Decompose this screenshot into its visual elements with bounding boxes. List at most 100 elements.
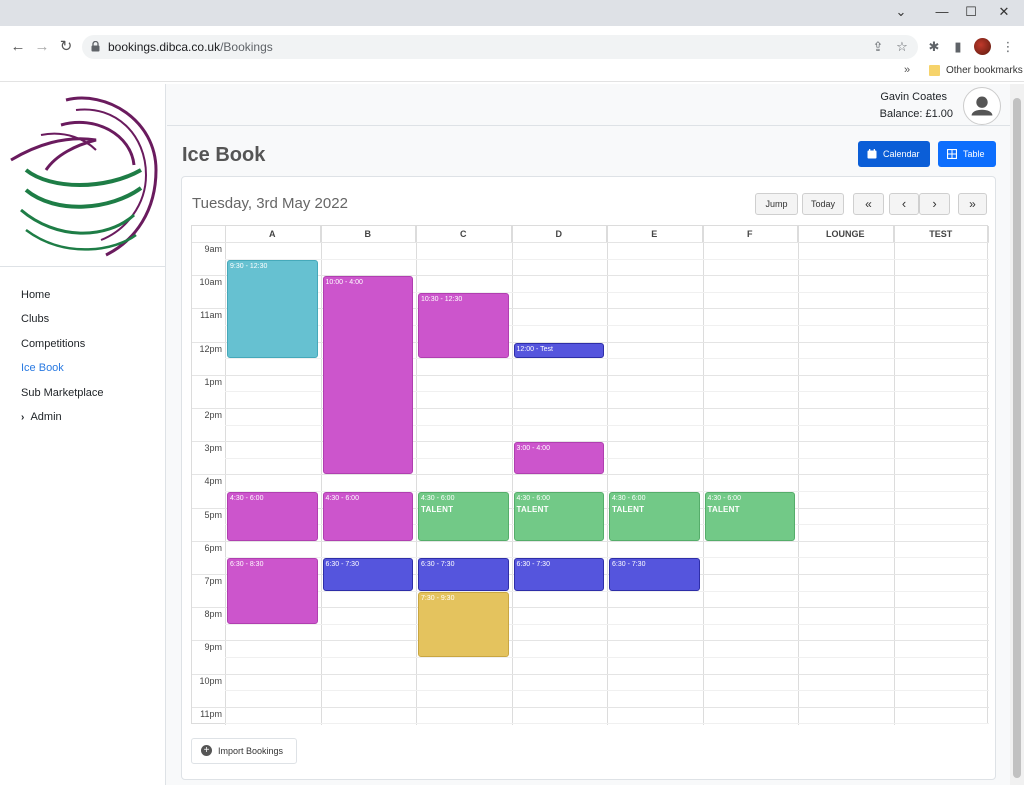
booking-event[interactable]: 4:30 - 6:00 TALENT xyxy=(609,492,700,541)
booking-event[interactable]: 6:30 - 7:30 xyxy=(513,558,604,591)
hour-label: 9pm xyxy=(204,642,222,653)
column-header: TEST xyxy=(894,226,989,242)
hour-line xyxy=(192,341,989,343)
booking-event[interactable]: 6:30 - 7:30 xyxy=(418,558,509,591)
address-bar[interactable]: bookings.dibca.co.uk/Bookings ⇪ ☆ xyxy=(82,35,918,59)
share-icon[interactable]: ⇪ xyxy=(872,39,884,54)
reload-icon[interactable]: ↻ xyxy=(59,38,73,55)
booking-time: 6:30 - 7:30 xyxy=(325,561,359,569)
hour-line xyxy=(192,540,989,542)
half-hour-line xyxy=(225,358,989,360)
url-path: /Bookings xyxy=(220,40,273,54)
hour-label: 6pm xyxy=(204,542,222,553)
prev-week-button[interactable]: « xyxy=(853,193,884,215)
booking-event[interactable]: 4:30 - 6:00 TALENT xyxy=(418,492,509,541)
hour-label: 4pm xyxy=(204,476,222,487)
booking-event[interactable]: 9:30 - 12:30 xyxy=(227,259,318,359)
profile-avatar[interactable] xyxy=(974,38,991,55)
column-header: F xyxy=(703,226,798,242)
sidebar-item-admin[interactable]: › Admin xyxy=(21,411,62,423)
jump-button[interactable]: Jump xyxy=(755,193,798,215)
sidebar-item-competitions[interactable]: Competitions xyxy=(21,338,86,350)
user-balance: Balance: £1.00 xyxy=(879,108,953,120)
maximize-icon[interactable]: ☐ xyxy=(965,4,977,19)
next-week-button[interactable]: » xyxy=(958,193,987,215)
sidebar-item-sub-marketplace[interactable]: Sub Marketplace xyxy=(21,387,104,399)
header-divider xyxy=(192,242,989,243)
calendar-date: Tuesday, 3rd May 2022 xyxy=(192,195,348,212)
sidebar-item-ice-book[interactable]: Ice Book xyxy=(21,362,64,374)
column-header: D xyxy=(512,226,607,242)
booking-event[interactable]: 10:00 - 4:00 xyxy=(322,276,413,475)
hour-label: 9am xyxy=(204,244,222,254)
half-hour-line xyxy=(225,690,989,692)
booking-time: 4:30 - 6:00 xyxy=(421,495,455,502)
booking-event[interactable]: 3:00 - 4:00 xyxy=(513,442,604,475)
booking-event[interactable]: 6:30 - 7:30 xyxy=(609,558,700,591)
prev-day-button[interactable]: ‹ xyxy=(889,193,919,215)
calendar-button[interactable]: Calendar xyxy=(858,141,930,167)
booking-event[interactable]: 4:30 - 6:00 TALENT xyxy=(513,492,604,541)
booking-title: TALENT xyxy=(516,505,549,514)
booking-time: 9:30 - 12:30 xyxy=(230,262,268,270)
booking-time: 4:30 - 6:00 xyxy=(230,495,264,502)
booking-event[interactable]: 10:30 - 12:30 xyxy=(418,292,509,359)
booking-time: 12:00 - Test xyxy=(516,345,553,353)
bookmarks-bar: » Other bookmarks xyxy=(0,62,1024,82)
extensions-icon[interactable]: ✱ xyxy=(928,39,940,54)
sidebar-item-admin-label: Admin xyxy=(30,411,62,423)
side-panel-icon[interactable]: ▮ xyxy=(954,39,962,54)
bookmarks-overflow-icon[interactable]: » xyxy=(904,64,911,76)
time-column-divider xyxy=(225,226,226,725)
star-icon[interactable]: ☆ xyxy=(896,39,908,54)
today-button[interactable]: Today xyxy=(802,193,844,215)
next-day-button[interactable]: › xyxy=(919,193,950,215)
forward-icon[interactable]: → xyxy=(34,38,50,55)
booking-time: 7:30 - 9:30 xyxy=(421,594,455,602)
hour-label: 5pm xyxy=(204,509,222,520)
calendar-card: Tuesday, 3rd May 2022 Jump Today « ‹ › »… xyxy=(181,176,996,780)
sidebar: Home Clubs Competitions Ice Book Sub Mar… xyxy=(0,84,166,785)
booking-time: 4:30 - 6:00 xyxy=(325,495,359,502)
back-icon[interactable]: ← xyxy=(10,38,26,55)
table-button-label: Table xyxy=(963,149,985,159)
sidebar-item-home[interactable]: Home xyxy=(21,289,51,301)
calendar-grid: A B C D E F LOUNGE TEST 9am 10am 11am 12pm 1pm 2pm 3pm… xyxy=(191,225,989,725)
booking-event[interactable]: 6:30 - 7:30 xyxy=(322,558,413,591)
booking-event[interactable]: 4:30 - 6:00 xyxy=(322,492,413,541)
user-avatar-icon[interactable] xyxy=(963,87,1001,125)
import-bookings-button[interactable]: + Import Bookings xyxy=(191,738,297,764)
close-icon[interactable]: ✕ xyxy=(998,4,1010,19)
user-name: Gavin Coates xyxy=(880,91,947,103)
column-header: B xyxy=(321,226,416,242)
column-divider xyxy=(893,226,895,725)
tab-search-icon[interactable]: ⌄ xyxy=(895,4,907,19)
booking-event[interactable]: 7:30 - 9:30 xyxy=(418,591,509,657)
hour-label: 3pm xyxy=(204,443,222,454)
booking-event[interactable]: 4:30 - 6:00 xyxy=(227,492,318,541)
page-scrollbar[interactable] xyxy=(1010,84,1024,785)
booking-event[interactable]: 12:00 - Test xyxy=(513,342,604,359)
sidebar-item-clubs[interactable]: Clubs xyxy=(21,313,50,325)
table-button[interactable]: Table xyxy=(938,141,996,167)
booking-time: 4:30 - 6:00 xyxy=(707,495,741,502)
page-title: Ice Book xyxy=(182,144,266,166)
other-bookmarks[interactable]: Other bookmarks xyxy=(946,65,1023,76)
scrollbar-thumb[interactable] xyxy=(1013,98,1021,778)
plus-circle-icon: + xyxy=(201,745,212,756)
half-hour-line xyxy=(225,325,989,326)
calendar-icon xyxy=(867,149,877,159)
half-hour-line xyxy=(225,457,989,459)
booking-event[interactable]: 6:30 - 8:30 xyxy=(227,558,318,624)
title-bar: ⌄ — ☐ ✕ xyxy=(0,0,1024,26)
booking-title: TALENT xyxy=(421,505,454,514)
half-hour-line xyxy=(225,491,989,492)
minimize-icon[interactable]: — xyxy=(935,4,949,19)
booking-event[interactable]: 4:30 - 6:00 TALENT xyxy=(704,492,795,541)
page: Home Clubs Competitions Ice Book Sub Mar… xyxy=(0,84,1024,785)
hour-line xyxy=(192,607,989,609)
folder-icon xyxy=(929,65,940,76)
menu-icon[interactable]: ⋮ xyxy=(1001,39,1015,54)
half-hour-line xyxy=(225,623,989,625)
